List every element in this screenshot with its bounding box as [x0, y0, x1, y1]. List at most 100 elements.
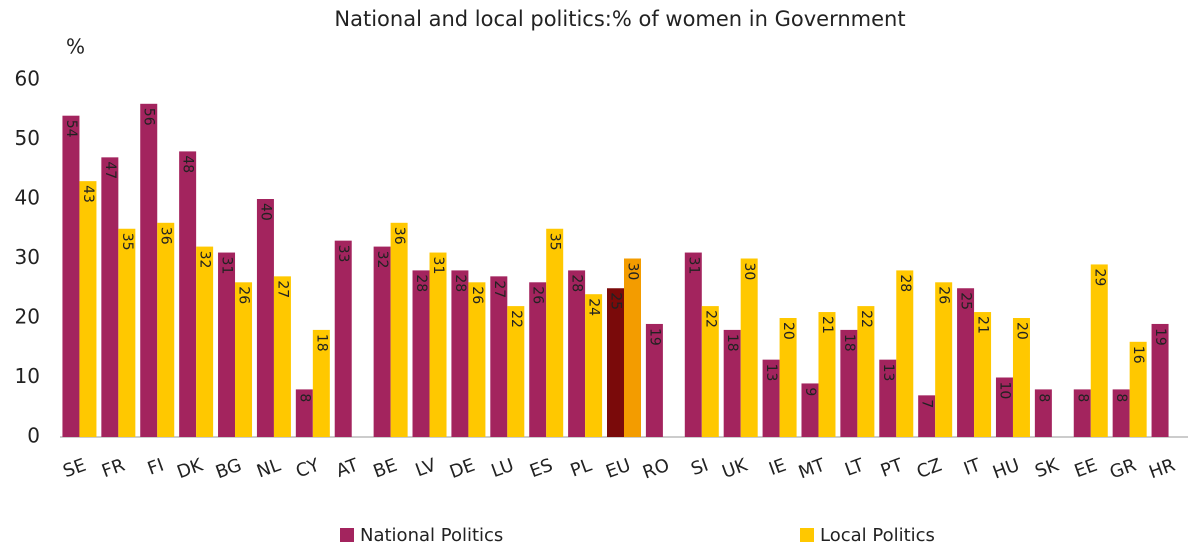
- bar: [801, 383, 819, 437]
- value-label: 19: [1152, 328, 1168, 346]
- y-tick-label: 60: [15, 67, 40, 91]
- x-tick-label: HU: [990, 455, 1022, 484]
- bar: [918, 395, 936, 437]
- x-tick-label: LT: [842, 454, 868, 480]
- bar: [607, 288, 624, 437]
- x-tick-label: FI: [145, 455, 167, 480]
- value-label: 27: [491, 280, 507, 298]
- value-label: 21: [819, 316, 835, 334]
- bar: [1034, 389, 1052, 437]
- x-tick-label: BG: [213, 455, 245, 484]
- y-tick-label: 40: [15, 186, 40, 210]
- value-label: 56: [141, 108, 157, 126]
- value-label: 27: [274, 280, 290, 298]
- x-tick-label: SE: [60, 455, 89, 483]
- bar: [312, 329, 330, 437]
- value-label: 32: [197, 251, 213, 269]
- x-tick-label: PT: [878, 454, 907, 482]
- bar: [935, 282, 953, 437]
- value-label: 22: [702, 310, 718, 328]
- bar: [179, 151, 197, 437]
- value-label: 8: [296, 393, 312, 402]
- x-tick-label: LV: [413, 454, 440, 481]
- bar: [684, 252, 702, 437]
- value-label: 8: [1074, 393, 1090, 402]
- value-label: 13: [763, 364, 779, 382]
- value-label: 20: [780, 322, 796, 340]
- value-label: 35: [119, 233, 135, 251]
- bar: [412, 270, 430, 437]
- bar: [1151, 323, 1169, 437]
- value-label: 13: [880, 364, 896, 382]
- value-label: 28: [897, 274, 913, 292]
- bar: [295, 389, 313, 437]
- x-tick-label: GR: [1107, 455, 1139, 484]
- value-label: 8: [1035, 393, 1051, 402]
- bar: [334, 240, 352, 437]
- x-tick-label: CY: [293, 454, 323, 482]
- value-label: 36: [391, 227, 407, 245]
- bar: [1129, 341, 1147, 437]
- x-tick-label: IT: [961, 454, 984, 480]
- bar: [857, 306, 875, 437]
- value-label: 18: [724, 334, 740, 352]
- value-label: 8: [1113, 393, 1129, 402]
- legend-swatch: [340, 528, 354, 542]
- value-label: 9: [802, 387, 818, 396]
- value-label: 10: [996, 382, 1012, 400]
- bar: [974, 312, 992, 437]
- bar: [273, 276, 291, 437]
- value-label: 18: [313, 334, 329, 352]
- y-tick-label: 50: [15, 126, 40, 150]
- value-label: 33: [335, 245, 351, 263]
- value-label: 7: [919, 399, 935, 408]
- legend-label: National Politics: [360, 525, 503, 546]
- value-label: 31: [219, 257, 235, 275]
- value-label: 47: [102, 161, 118, 179]
- bar: [995, 377, 1013, 437]
- bar: [1112, 389, 1130, 437]
- bar: [818, 312, 836, 437]
- x-tick-label: CZ: [914, 455, 945, 483]
- bar: [723, 329, 741, 437]
- x-tick-label: MT: [796, 454, 829, 483]
- x-tick-label: SI: [688, 455, 711, 480]
- x-tick-label: UK: [719, 454, 751, 483]
- bar: [896, 270, 914, 437]
- value-label: 43: [80, 185, 96, 203]
- bar: [373, 246, 391, 437]
- value-label: 25: [958, 292, 974, 310]
- bar: [957, 288, 975, 437]
- value-label: 22: [858, 310, 874, 328]
- x-tick-label: PL: [568, 455, 595, 482]
- value-label: 26: [236, 286, 252, 304]
- bar: [235, 282, 253, 437]
- y-tick-label: 20: [15, 305, 40, 329]
- bar: [701, 306, 719, 437]
- bar: [1090, 264, 1108, 437]
- bar: [118, 228, 136, 437]
- value-label: 26: [469, 286, 485, 304]
- value-label: 18: [841, 334, 857, 352]
- value-label: 28: [452, 274, 468, 292]
- bar: [490, 276, 508, 437]
- value-label: 40: [257, 203, 273, 221]
- value-label: 24: [586, 298, 602, 316]
- x-tick-label: DE: [447, 455, 478, 483]
- bar: [256, 199, 274, 437]
- value-label: 29: [1091, 268, 1107, 286]
- bar: [529, 282, 547, 437]
- value-label: 21: [975, 316, 991, 334]
- value-label: 32: [374, 251, 390, 269]
- value-label: 19: [646, 328, 662, 346]
- value-label: 31: [685, 257, 701, 275]
- x-tick-label: LU: [489, 455, 517, 482]
- bar: [196, 246, 214, 437]
- value-label: 25: [608, 292, 624, 310]
- value-label: 54: [63, 120, 79, 138]
- value-label: 30: [741, 263, 757, 281]
- value-label: 28: [413, 274, 429, 292]
- bar: [585, 294, 603, 437]
- bar: [1012, 318, 1030, 437]
- bar: [1073, 389, 1091, 437]
